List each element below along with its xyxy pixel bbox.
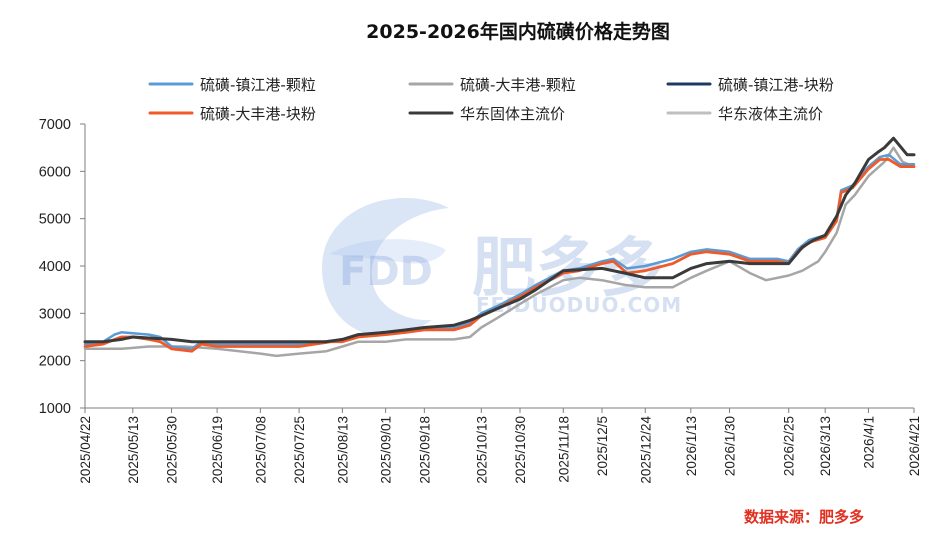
x-tick-label: 2025/09/18 xyxy=(417,416,432,484)
x-tick-label: 2025/05/13 xyxy=(126,416,141,484)
x-tick-label: 2025/09/01 xyxy=(379,416,394,484)
legend-label: 硫磺-大丰港-块粉 xyxy=(200,105,316,123)
y-tick-label: 7000 xyxy=(39,117,71,133)
x-tick-label: 2026/1/30 xyxy=(723,416,738,476)
x-tick-label: 2025/06/19 xyxy=(210,416,225,484)
legend-label: 华东液体主流价 xyxy=(718,105,823,123)
x-tick-label: 2025/04/22 xyxy=(78,416,93,484)
series-line xyxy=(83,136,916,344)
source-note: 数据来源：肥多多 xyxy=(744,508,864,526)
x-tick-label: 2026/4/21 xyxy=(907,416,922,476)
legend-label: 硫磺-镇江港-块粉 xyxy=(718,76,834,94)
series-line xyxy=(83,146,916,358)
x-tick-label: 2025/12/5 xyxy=(595,416,610,476)
x-tick-label: 2025/05/30 xyxy=(165,416,180,484)
y-tick-label: 3000 xyxy=(39,306,71,322)
watermark-logo: FDD xyxy=(339,249,433,295)
y-tick-label: 1000 xyxy=(39,401,71,417)
x-tick-label: 2025/12/24 xyxy=(638,416,653,484)
watermark-url: FEIDUODUO.COM xyxy=(476,293,682,317)
y-tick-label: 4000 xyxy=(39,259,71,275)
x-tick-label: 2026/4/1 xyxy=(861,416,876,469)
legend-label: 硫磺-镇江港-颗粒 xyxy=(200,76,316,94)
x-tick-label: 2025/08/13 xyxy=(335,416,350,484)
legend-label: 华东固体主流价 xyxy=(460,105,565,123)
axes: 1000 2000 3000 4000 5000 6000 7000 2025/04/22 20… xyxy=(39,117,922,484)
x-tick-label: 2025/11/18 xyxy=(556,416,571,483)
x-tick-label: 2025/10/13 xyxy=(474,416,489,484)
y-tick-label: 2000 xyxy=(39,354,71,370)
x-tick-label: 2026/1/13 xyxy=(684,416,699,476)
x-tick-label: 2025/10/30 xyxy=(513,416,528,484)
chart-title: 2025-2026年国内硫磺价格走势图 xyxy=(366,20,670,43)
legend-label: 硫磺-大丰港-颗粒 xyxy=(460,76,576,94)
x-tick-label: 2026/2/25 xyxy=(782,416,797,476)
fdd-logo-icon xyxy=(322,198,449,336)
x-tick-label: 2025/07/08 xyxy=(253,416,268,484)
x-tick-label: 2025/07/25 xyxy=(292,416,307,484)
y-tick-label: 6000 xyxy=(39,164,71,180)
x-tick-label: 2026/3/13 xyxy=(818,416,833,476)
y-tick-label: 5000 xyxy=(39,212,71,228)
series-layer xyxy=(83,136,916,358)
